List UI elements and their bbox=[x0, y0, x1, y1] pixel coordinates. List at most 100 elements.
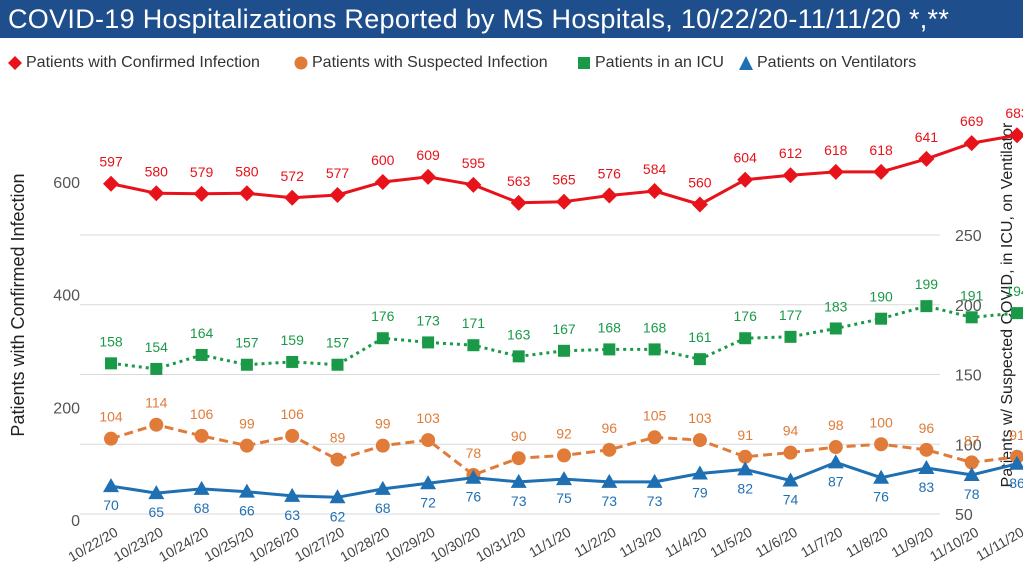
series-line bbox=[110, 304, 1018, 371]
data-point-triangle bbox=[420, 475, 437, 490]
data-label: 159 bbox=[281, 332, 305, 348]
data-label: 96 bbox=[919, 420, 935, 436]
data-point-square bbox=[1011, 307, 1023, 320]
data-point-square bbox=[150, 362, 163, 375]
data-label: 96 bbox=[602, 420, 618, 436]
data-point-diamond bbox=[963, 135, 980, 152]
data-point-diamond bbox=[556, 193, 572, 210]
data-point-diamond bbox=[284, 189, 301, 206]
data-label: 68 bbox=[375, 500, 391, 516]
data-label: 91 bbox=[737, 427, 753, 443]
data-point-triangle bbox=[238, 483, 255, 498]
data-point-triangle bbox=[465, 469, 482, 484]
left-axis-tick-label: 200 bbox=[53, 400, 80, 417]
data-point-circle bbox=[692, 433, 707, 448]
data-label: 584 bbox=[643, 161, 667, 177]
data-point-circle bbox=[421, 433, 436, 448]
x-tick-label: 10/30/20 bbox=[428, 524, 483, 565]
data-label: 183 bbox=[824, 298, 848, 314]
data-point-square bbox=[195, 348, 208, 361]
data-point-triangle bbox=[646, 473, 663, 488]
data-point-square bbox=[965, 311, 978, 324]
data-label: 79 bbox=[692, 485, 708, 501]
data-point-circle bbox=[239, 438, 254, 453]
data-label: 73 bbox=[602, 493, 618, 509]
data-label: 70 bbox=[103, 497, 119, 513]
data-label: 164 bbox=[190, 325, 214, 341]
legend-label: Patients in an ICU bbox=[595, 54, 724, 71]
chart-title: COVID-19 Hospitalizations Reported by MS… bbox=[8, 4, 950, 34]
data-label: 683 bbox=[1005, 105, 1023, 121]
legend-label: Patients with Confirmed Infection bbox=[26, 54, 260, 71]
data-point-triangle bbox=[510, 473, 527, 488]
data-label: 191 bbox=[960, 287, 984, 303]
data-point-diamond bbox=[601, 187, 618, 204]
data-label: 580 bbox=[145, 163, 169, 179]
x-tick-label: 11/11/20 bbox=[973, 524, 1023, 564]
data-label: 105 bbox=[643, 407, 667, 423]
x-tick-label: 10/26/20 bbox=[247, 524, 302, 565]
data-label: 91 bbox=[1009, 427, 1023, 443]
right-axis-tick-label: 150 bbox=[955, 368, 982, 385]
data-label: 171 bbox=[462, 315, 486, 331]
data-point-square bbox=[648, 343, 661, 356]
data-point-square bbox=[512, 350, 525, 363]
data-label: 565 bbox=[552, 172, 576, 188]
data-point-square bbox=[286, 355, 299, 368]
data-label: 65 bbox=[149, 504, 165, 520]
data-point-square bbox=[875, 312, 888, 325]
data-label: 103 bbox=[688, 410, 712, 426]
circle-icon bbox=[294, 56, 308, 70]
data-point-circle bbox=[375, 438, 390, 453]
data-point-triangle bbox=[782, 472, 799, 487]
x-tick-label: 10/28/20 bbox=[337, 524, 392, 565]
data-label: 167 bbox=[552, 321, 576, 337]
data-point-diamond bbox=[918, 150, 935, 167]
data-label: 94 bbox=[783, 423, 799, 439]
data-point-triangle bbox=[556, 471, 572, 486]
data-label: 99 bbox=[239, 416, 255, 432]
data-label: 669 bbox=[960, 113, 984, 129]
data-point-diamond bbox=[737, 171, 754, 188]
x-tick-label: 11/8/20 bbox=[843, 524, 891, 561]
triangle-icon bbox=[739, 56, 753, 70]
data-point-triangle bbox=[963, 466, 980, 481]
data-point-circle bbox=[919, 442, 934, 457]
data-label: 76 bbox=[873, 489, 889, 505]
data-label: 176 bbox=[734, 308, 758, 324]
data-point-square bbox=[784, 330, 797, 343]
data-point-circle bbox=[285, 428, 300, 443]
data-point-square bbox=[558, 344, 570, 357]
data-point-square bbox=[467, 339, 480, 352]
x-tick-label: 11/1/20 bbox=[526, 524, 574, 561]
data-label: 618 bbox=[824, 142, 848, 158]
right-axis-title: Patients w/ Suspected COVID, in ICU, on … bbox=[999, 122, 1016, 487]
data-point-circle bbox=[874, 437, 889, 452]
data-label: 83 bbox=[919, 479, 935, 495]
data-label: 168 bbox=[598, 319, 622, 335]
right-axis-tick-label: 50 bbox=[955, 507, 973, 524]
right-axis-tick-label: 250 bbox=[955, 228, 982, 245]
data-label: 618 bbox=[869, 142, 893, 158]
data-point-diamond bbox=[374, 174, 391, 190]
data-label: 68 bbox=[194, 500, 210, 516]
x-tick-label: 11/5/20 bbox=[707, 524, 755, 561]
data-label: 100 bbox=[869, 414, 893, 430]
data-point-square bbox=[603, 343, 616, 356]
data-label: 78 bbox=[466, 445, 482, 461]
data-label: 580 bbox=[235, 163, 259, 179]
right-axis-tick-label: 200 bbox=[955, 298, 982, 315]
data-point-triangle bbox=[918, 459, 935, 474]
data-point-square bbox=[920, 300, 933, 313]
data-point-diamond bbox=[329, 186, 346, 203]
data-label: 177 bbox=[779, 307, 803, 323]
data-label: 75 bbox=[556, 490, 572, 506]
data-label: 63 bbox=[284, 507, 300, 523]
data-label: 104 bbox=[99, 409, 123, 425]
data-label: 76 bbox=[466, 489, 482, 505]
data-point-square bbox=[331, 358, 344, 371]
data-point-diamond bbox=[691, 196, 708, 213]
data-label: 163 bbox=[507, 326, 531, 342]
data-point-triangle bbox=[691, 465, 708, 480]
